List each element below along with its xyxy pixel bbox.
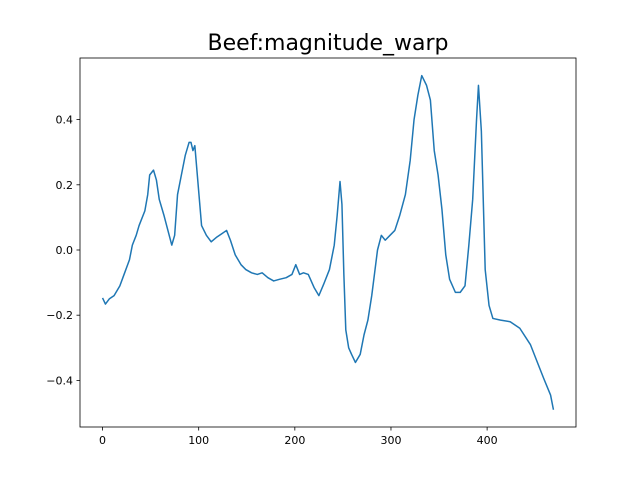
y-tick-label: −0.4 <box>46 374 73 387</box>
chart-title: Beef:magnitude_warp <box>207 31 448 56</box>
x-tick-label: 0 <box>99 434 106 447</box>
data-line <box>101 74 555 410</box>
axes-frame <box>79 57 577 428</box>
y-tick-label: 0.4 <box>56 114 74 127</box>
x-tick-label: 200 <box>284 434 305 447</box>
y-tick-label: 0.2 <box>56 179 74 192</box>
x-tick-label: 400 <box>477 434 498 447</box>
x-tick-label: 300 <box>380 434 401 447</box>
y-tick-label: 0.0 <box>56 244 74 257</box>
y-tick-label: −0.2 <box>46 309 73 322</box>
x-tick-label: 100 <box>188 434 209 447</box>
